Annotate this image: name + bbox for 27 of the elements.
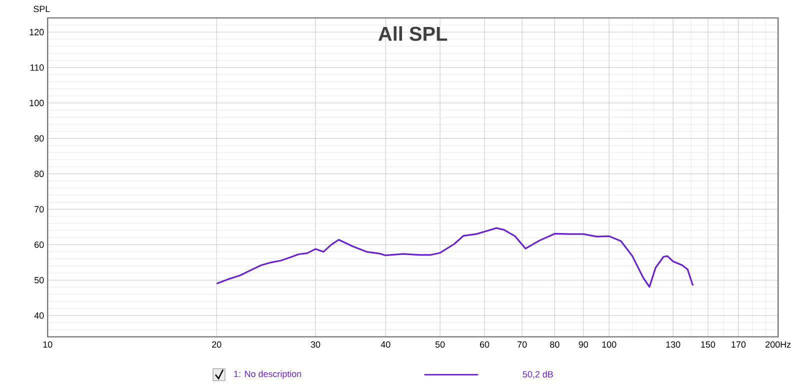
x-tick-label: 200Hz <box>766 342 791 348</box>
x-tick-label: 130 <box>666 342 680 348</box>
y-tick-label: 110 <box>30 64 44 71</box>
x-tick-label: 60 <box>480 342 490 348</box>
y-tick-label: 60 <box>34 242 44 248</box>
text: 50,2 dB <box>522 371 553 379</box>
x-tick-label: 70 <box>518 342 527 348</box>
y-tick-label: 70 <box>34 206 44 213</box>
y-tick-label: 100 <box>30 100 44 106</box>
y-axis-title: SPL <box>34 6 50 12</box>
x-tick-label: 10 <box>43 342 52 348</box>
x-tick-label: 20 <box>212 342 222 348</box>
x-tick-label: 40 <box>380 342 390 348</box>
y-tick-label: 90 <box>34 135 44 142</box>
y-tick-label: 40 <box>34 312 44 319</box>
y-tick-label: 50 <box>34 277 44 284</box>
x-tick-label: 100 <box>602 342 616 348</box>
x-tick-label: 50 <box>435 342 445 348</box>
chart-title: All SPL <box>378 26 448 42</box>
x-tick-label: 90 <box>578 342 588 348</box>
text: 1: No description <box>234 370 302 380</box>
x-tick-label: 80 <box>550 342 560 348</box>
y-tick-label: 120 <box>30 29 44 36</box>
y-tick-label: 80 <box>34 170 44 178</box>
x-tick-label: 150 <box>701 342 716 348</box>
x-tick-label: 30 <box>310 342 320 348</box>
x-tick-label: 170 <box>732 342 746 348</box>
